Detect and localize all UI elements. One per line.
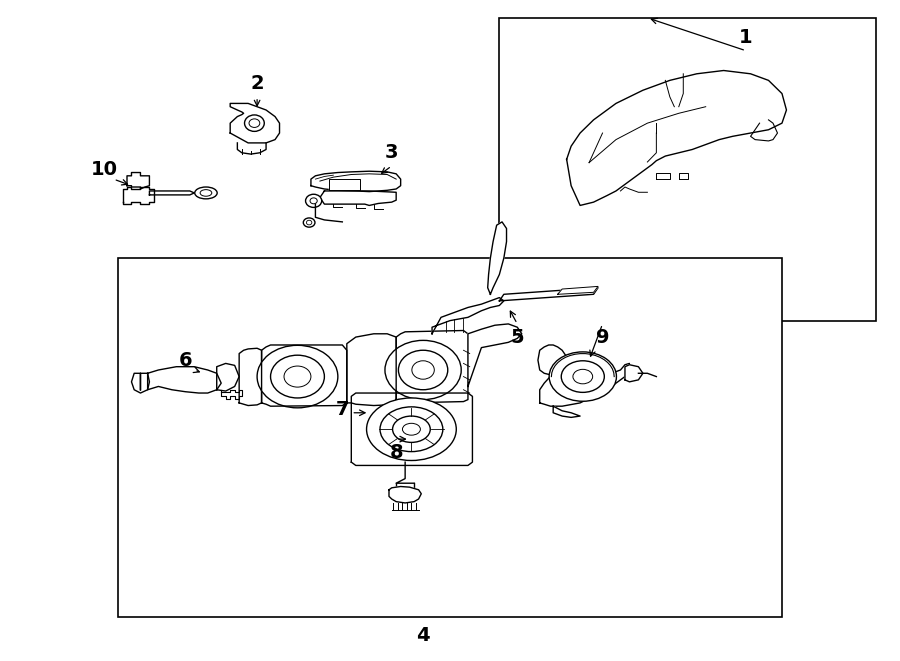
Ellipse shape <box>399 350 448 390</box>
Ellipse shape <box>306 220 311 225</box>
Text: 10: 10 <box>91 160 118 178</box>
Ellipse shape <box>573 369 593 384</box>
Polygon shape <box>500 288 598 301</box>
Polygon shape <box>389 486 421 503</box>
Polygon shape <box>538 345 629 407</box>
Text: 8: 8 <box>390 443 403 462</box>
Polygon shape <box>127 173 149 189</box>
Polygon shape <box>554 407 580 417</box>
Polygon shape <box>148 367 221 393</box>
Polygon shape <box>230 103 280 143</box>
Polygon shape <box>351 393 472 465</box>
Polygon shape <box>149 191 194 195</box>
Text: 6: 6 <box>178 350 192 369</box>
Ellipse shape <box>385 340 461 400</box>
Ellipse shape <box>562 361 604 393</box>
Polygon shape <box>468 324 522 387</box>
Polygon shape <box>239 348 262 406</box>
Text: 3: 3 <box>385 143 399 163</box>
Ellipse shape <box>380 407 443 451</box>
Polygon shape <box>131 373 149 393</box>
Polygon shape <box>488 222 507 294</box>
Polygon shape <box>656 173 670 179</box>
Ellipse shape <box>310 198 317 204</box>
Ellipse shape <box>412 361 435 379</box>
Polygon shape <box>346 334 396 406</box>
Ellipse shape <box>402 423 420 435</box>
Polygon shape <box>558 286 598 294</box>
Text: 9: 9 <box>596 328 609 346</box>
Polygon shape <box>567 71 787 206</box>
Polygon shape <box>310 171 400 192</box>
Ellipse shape <box>549 352 616 401</box>
Ellipse shape <box>194 187 217 199</box>
Polygon shape <box>262 345 346 407</box>
Ellipse shape <box>392 416 430 442</box>
Ellipse shape <box>257 345 338 408</box>
Polygon shape <box>122 187 154 204</box>
Ellipse shape <box>305 194 321 208</box>
Ellipse shape <box>303 218 315 227</box>
Polygon shape <box>432 297 504 334</box>
Text: 4: 4 <box>417 626 430 644</box>
Ellipse shape <box>200 190 212 196</box>
Bar <box>500 18 877 321</box>
Polygon shape <box>328 179 360 190</box>
Ellipse shape <box>271 355 324 398</box>
Ellipse shape <box>245 115 265 132</box>
Text: 1: 1 <box>739 28 753 47</box>
Ellipse shape <box>366 398 456 461</box>
Ellipse shape <box>249 119 260 128</box>
Polygon shape <box>625 365 643 382</box>
Polygon shape <box>396 330 468 403</box>
Text: 7: 7 <box>336 400 349 419</box>
Text: 2: 2 <box>250 74 264 93</box>
Bar <box>118 258 782 617</box>
Polygon shape <box>320 191 396 206</box>
Polygon shape <box>679 173 688 179</box>
Polygon shape <box>217 364 239 391</box>
Ellipse shape <box>284 366 310 387</box>
Text: 5: 5 <box>510 328 524 346</box>
